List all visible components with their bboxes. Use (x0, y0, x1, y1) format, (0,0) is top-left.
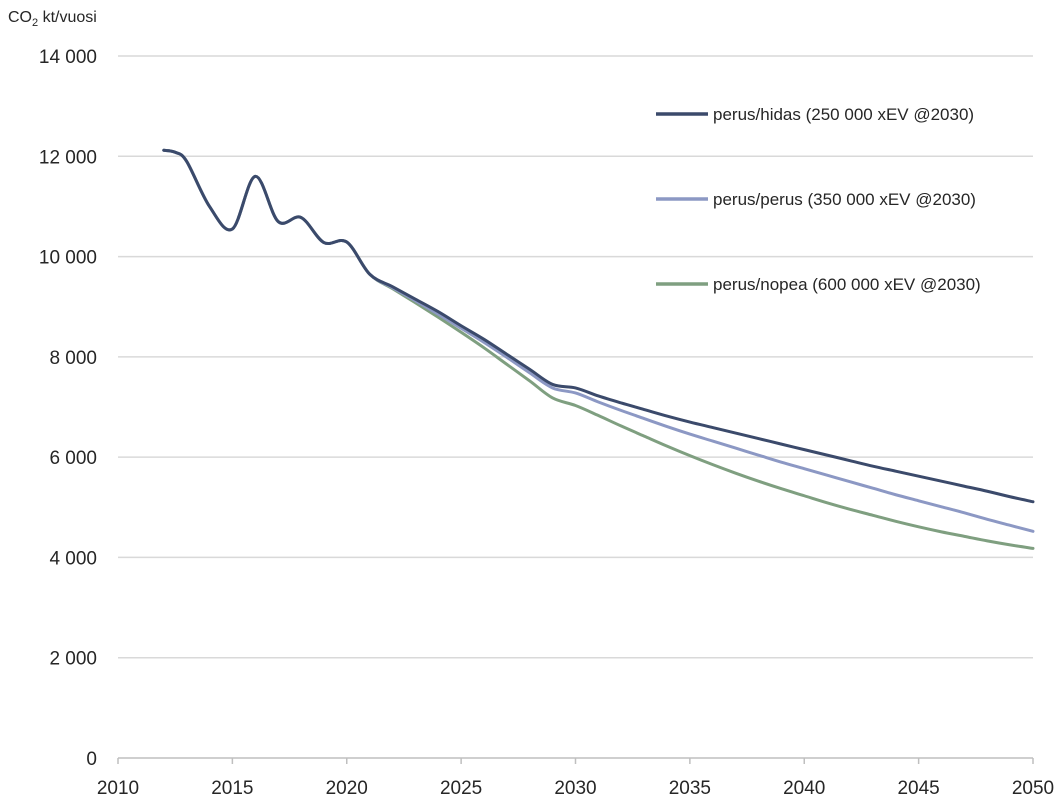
y-tick-label: 0 (86, 749, 97, 770)
x-tick-label: 2040 (783, 778, 825, 799)
legend-label-2: perus/nopea (600 000 xEV @2030) (713, 275, 981, 294)
legend-label-0: perus/hidas (250 000 xEV @2030) (713, 105, 974, 124)
x-tick-label: 2045 (897, 778, 939, 799)
x-tick-label: 2010 (97, 778, 139, 799)
gridlines (118, 55, 1033, 659)
y-tick-label: 12 000 (39, 147, 97, 168)
series-lines (162, 148, 1035, 550)
legend: perus/hidas (250 000 xEV @2030) perus/per… (656, 105, 981, 294)
y-tick-label: 2 000 (49, 649, 97, 670)
series-line-0 (162, 148, 1035, 504)
x-tick-label: 2035 (669, 778, 711, 799)
y-tick-label: 6 000 (49, 448, 97, 469)
x-tick-label: 2050 (1012, 778, 1054, 799)
legend-label-1: perus/perus (350 000 xEV @2030) (713, 190, 976, 209)
y-axis-unit-label: CO2 kt/vuosi (8, 9, 97, 29)
axes: 0 2 000 4 000 6 000 8 000 10 000 12 000 14 000 2… (39, 47, 1054, 799)
y-tick-label: 10 000 (39, 248, 97, 269)
x-tick-label: 2025 (440, 778, 482, 799)
y-tick-label: 4 000 (49, 548, 97, 569)
x-tick-label: 2015 (211, 778, 253, 799)
y-tick-label: 8 000 (49, 348, 97, 369)
series-line-2 (162, 148, 1035, 550)
y-tick-label: 14 000 (39, 47, 97, 68)
x-tick-label: 2020 (326, 778, 368, 799)
x-tick-label: 2030 (554, 778, 596, 799)
